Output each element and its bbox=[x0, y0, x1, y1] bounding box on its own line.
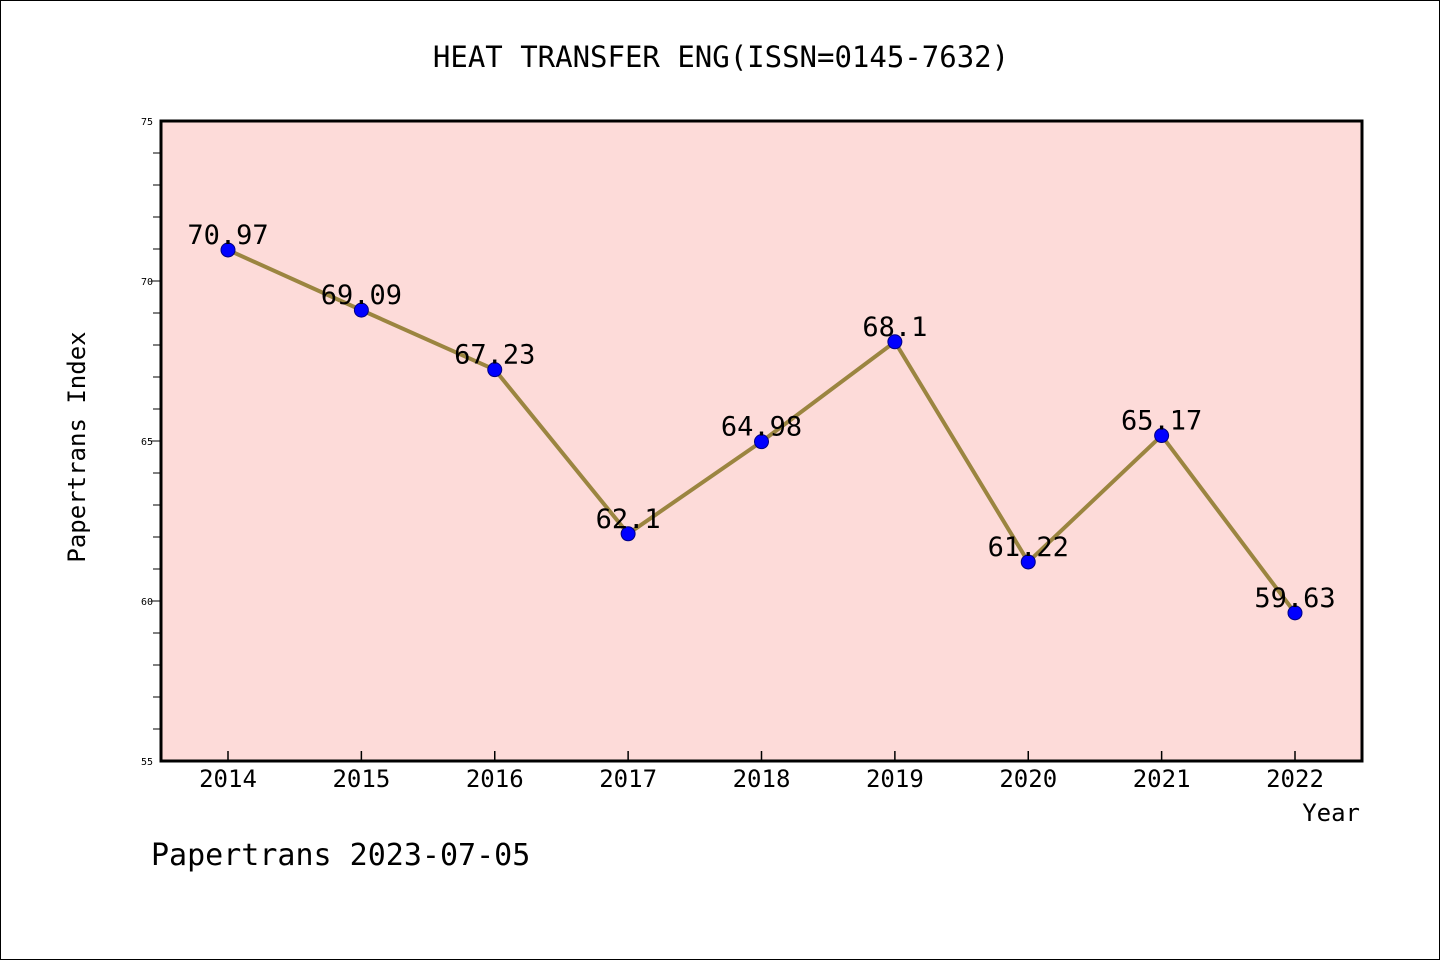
x-tick-label: 2019 bbox=[866, 765, 924, 793]
footer-credit: Papertrans 2023-07-05 bbox=[151, 838, 530, 873]
y-tick-label: 70 bbox=[141, 277, 153, 288]
x-tick-label: 2016 bbox=[466, 765, 524, 793]
data-point bbox=[754, 434, 769, 450]
x-tick-label: 2014 bbox=[199, 765, 257, 793]
data-label: 68.1 bbox=[862, 312, 927, 343]
data-label: 69.09 bbox=[321, 280, 402, 311]
data-label: 70.97 bbox=[187, 220, 268, 251]
chart-title: HEAT TRANSFER ENG(ISSN=0145-7632) bbox=[433, 40, 1009, 74]
data-label: 62.1 bbox=[596, 504, 661, 535]
y-tick-label: 65 bbox=[141, 437, 153, 448]
x-axis-label: Year bbox=[1302, 799, 1360, 827]
data-point bbox=[1020, 554, 1036, 570]
y-tick-label: 55 bbox=[141, 757, 153, 768]
x-tick-label: 2020 bbox=[999, 765, 1057, 793]
x-tick-label: 2022 bbox=[1266, 765, 1324, 793]
data-label: 65.17 bbox=[1121, 406, 1202, 437]
data-label: 59.63 bbox=[1254, 583, 1335, 614]
data-label: 67.23 bbox=[454, 340, 535, 371]
data-label: 61.22 bbox=[988, 532, 1069, 563]
x-tick-label: 2021 bbox=[1133, 765, 1191, 793]
y-axis: 55 60 65 70 75 bbox=[141, 117, 161, 768]
y-tick-label: 75 bbox=[141, 117, 153, 128]
y-tick-label: 60 bbox=[141, 597, 153, 608]
data-point bbox=[620, 526, 636, 542]
data-point bbox=[887, 334, 903, 350]
data-point bbox=[220, 242, 236, 258]
x-tick-label: 2018 bbox=[733, 765, 791, 793]
data-point bbox=[1287, 605, 1303, 621]
data-point bbox=[487, 362, 503, 378]
x-tick-label: 2017 bbox=[599, 765, 657, 793]
x-axis: 2014 2015 2016 2017 2018 2019 2020 2021 2022 bbox=[199, 751, 1324, 793]
data-point bbox=[1154, 428, 1170, 444]
series-layer: 70.97 69.09 67.23 62.1 64.98 68.1 61.22 65.17 59… bbox=[187, 220, 1336, 621]
x-tick-label: 2015 bbox=[332, 765, 390, 793]
data-point bbox=[353, 302, 369, 318]
data-label: 64.98 bbox=[721, 412, 802, 443]
y-axis-label: Papertrans Index bbox=[63, 331, 91, 562]
